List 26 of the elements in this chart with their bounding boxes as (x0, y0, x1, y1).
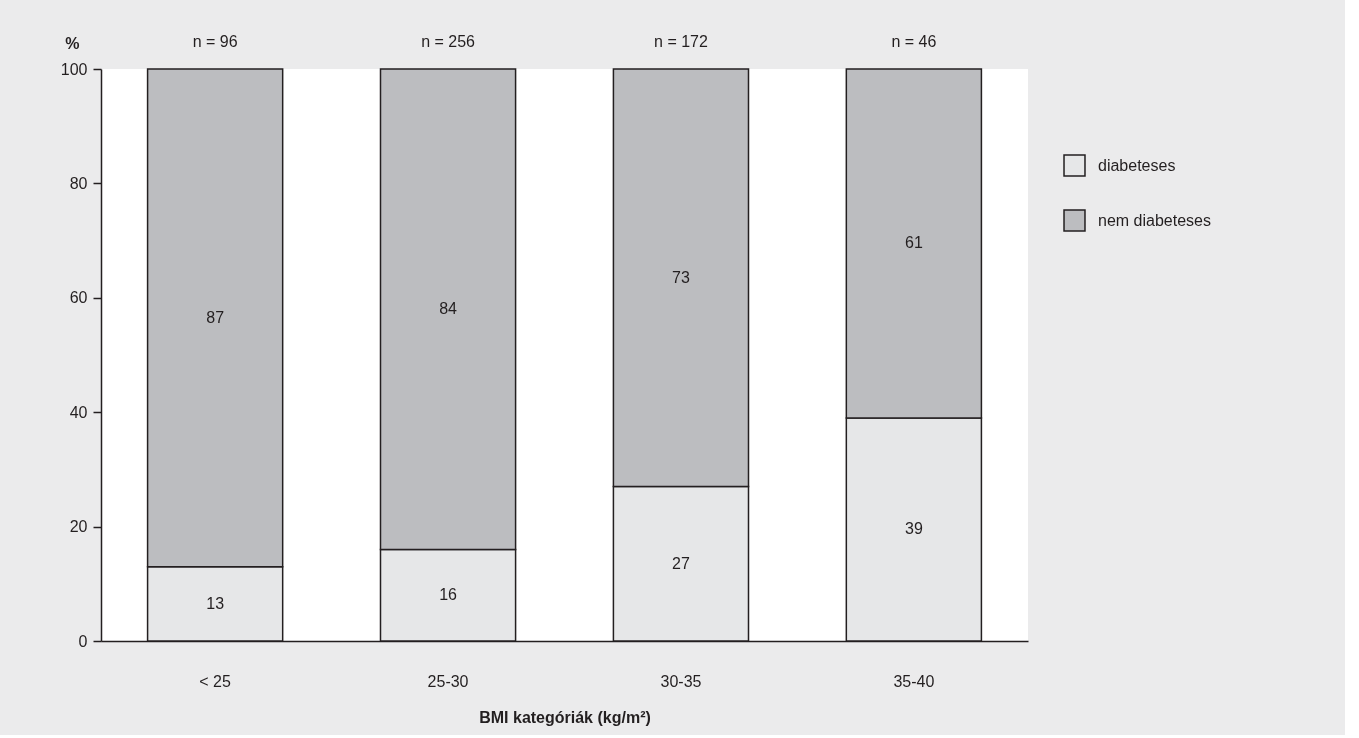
y-tick-label: 80 (69, 174, 88, 192)
legend-label: diabeteses (1098, 156, 1176, 174)
data-label: 87 (206, 308, 225, 326)
legend-label: nem diabeteses (1098, 211, 1211, 229)
y-tick-label: 20 (69, 518, 88, 536)
data-label: 84 (439, 300, 458, 318)
y-tick-label: 100 (60, 60, 88, 78)
y-tick-label: 40 (69, 403, 88, 421)
data-label: 73 (672, 268, 690, 286)
x-tick-label: 25-30 (427, 672, 469, 690)
data-label: 13 (206, 594, 225, 612)
data-label: 39 (904, 520, 923, 538)
x-tick-label: 35-40 (893, 672, 935, 690)
x-tick-label: < 25 (199, 672, 232, 690)
text: n = 172 (654, 33, 708, 50)
data-label: 61 (904, 234, 923, 252)
text: n = 46 (891, 33, 937, 50)
text: n = 96 (192, 33, 238, 50)
data-label: 27 (672, 554, 690, 572)
y-tick-label: 0 (78, 632, 88, 650)
y-tick-label: 60 (69, 289, 88, 307)
x-axis-title: BMI kategóriák (kg/m²) (479, 708, 651, 726)
x-tick-label: 30-35 (660, 672, 702, 690)
y-axis-title: % (65, 34, 80, 52)
text: n = 256 (421, 33, 476, 50)
data-label: 16 (439, 586, 458, 604)
